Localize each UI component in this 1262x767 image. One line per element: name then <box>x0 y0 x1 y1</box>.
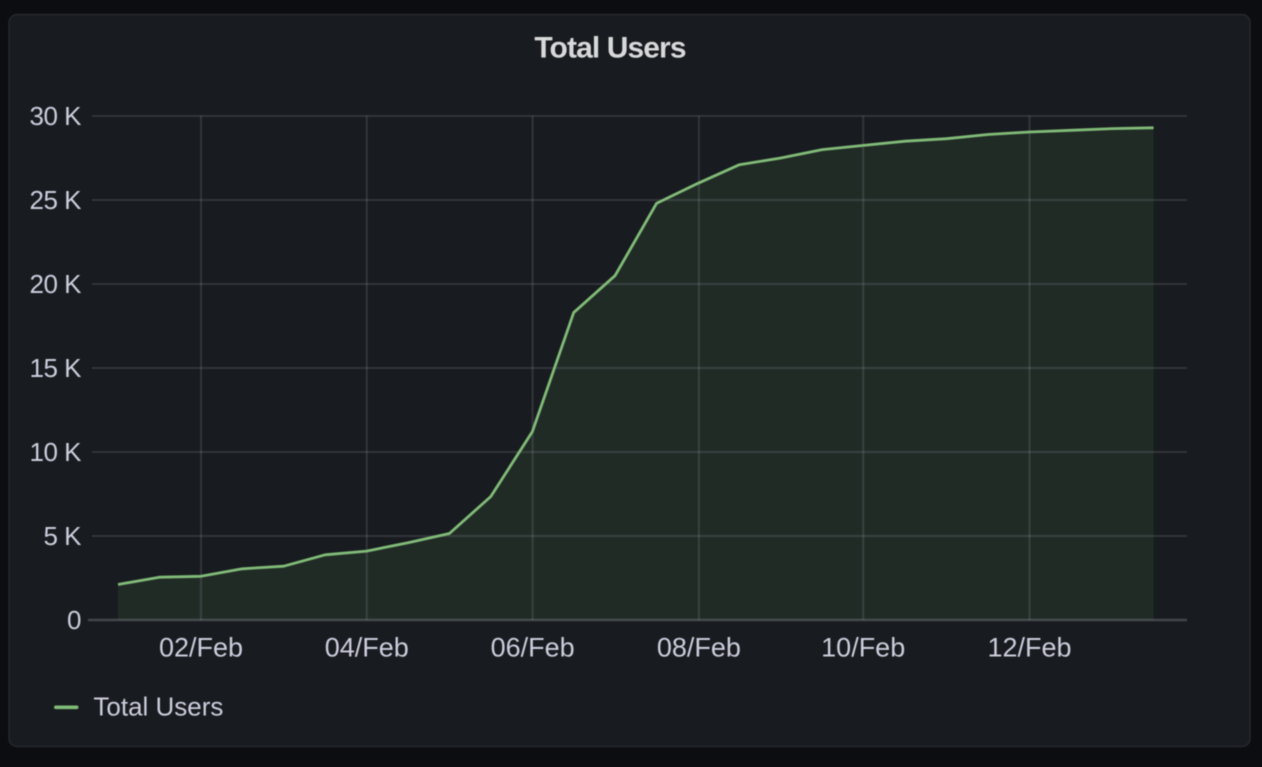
svg-text:02/Feb: 02/Feb <box>159 633 243 663</box>
svg-text:25 K: 25 K <box>30 185 83 215</box>
svg-text:06/Feb: 06/Feb <box>491 633 575 663</box>
svg-text:04/Feb: 04/Feb <box>325 633 409 663</box>
svg-text:20 K: 20 K <box>30 269 83 299</box>
svg-text:10/Feb: 10/Feb <box>821 633 905 663</box>
svg-text:Total Users: Total Users <box>93 692 223 722</box>
svg-text:12/Feb: 12/Feb <box>987 633 1071 663</box>
svg-text:10 K: 10 K <box>30 437 83 467</box>
svg-text:Total Users: Total Users <box>534 32 685 65</box>
svg-text:30 K: 30 K <box>30 101 83 131</box>
svg-text:5 K: 5 K <box>43 521 82 551</box>
svg-text:0: 0 <box>67 605 81 635</box>
svg-text:08/Feb: 08/Feb <box>657 633 741 663</box>
svg-text:15 K: 15 K <box>30 353 83 383</box>
